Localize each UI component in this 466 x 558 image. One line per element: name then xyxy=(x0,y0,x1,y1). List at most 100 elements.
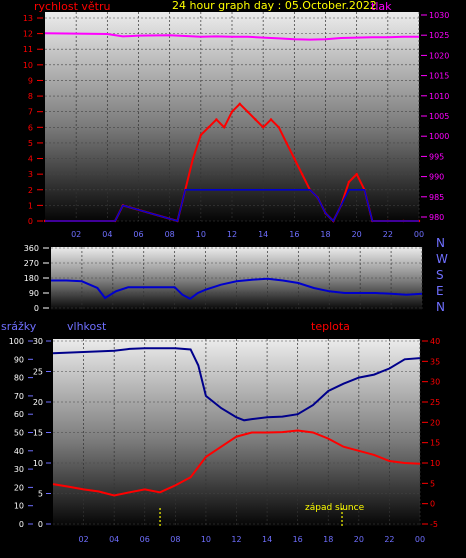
compass-label: N xyxy=(436,236,445,250)
wind-speed-point xyxy=(277,126,280,129)
wind-speed-point xyxy=(199,133,203,137)
bottom-x-tick-label: 20 xyxy=(354,535,364,544)
precip-y-tick-label: 80 xyxy=(14,374,24,383)
wind-y-tick-label: 0 xyxy=(28,217,33,226)
temperature-axis-label: teplota xyxy=(311,320,350,333)
top-x-tick-label: 04 xyxy=(102,230,112,239)
wind-speed-line xyxy=(45,102,419,223)
bottom-x-tick-label: 10 xyxy=(201,535,211,544)
bottom-x-tick-label: 02 xyxy=(78,535,88,544)
top-x-tick-label: 02 xyxy=(71,230,81,239)
pressure-y-tick-label: 1005 xyxy=(429,112,449,121)
pressure-y-tick-label: 985 xyxy=(429,193,444,202)
humidity-y-tick-label: 20 xyxy=(33,398,43,407)
bottom-x-tick-label: 18 xyxy=(323,535,333,544)
top-x-tick-label: 16 xyxy=(289,230,299,239)
top-x-tick-label: 20 xyxy=(352,230,362,239)
wind-y-tick-label: 5 xyxy=(28,139,33,148)
pressure-y-tick-label: 1015 xyxy=(429,72,449,81)
wind-y-tick-label: 3 xyxy=(28,170,33,179)
wind-y-tick-label: 2 xyxy=(28,186,33,195)
sunset-label: západ slunce xyxy=(305,503,365,513)
wind-speed-point xyxy=(215,118,218,121)
wind-speed-point xyxy=(246,110,249,113)
wind-y-tick-label: 12 xyxy=(23,30,33,39)
wind-y-tick-label: 9 xyxy=(28,76,33,85)
precip-y-tick-label: 0 xyxy=(19,520,24,529)
precip-y-tick-label: 30 xyxy=(14,465,24,474)
wind-y-tick-label: 7 xyxy=(28,108,33,117)
wind-speed-point xyxy=(191,157,195,160)
precip-y-tick-label: 10 xyxy=(14,502,24,511)
humidity-line xyxy=(52,347,421,422)
humidity-y-tick-label: 25 xyxy=(33,368,43,377)
humidity-y-tick-label: 30 xyxy=(33,337,43,346)
wind-speed-point xyxy=(261,126,265,129)
temperature-y-tick-label: 25 xyxy=(430,398,440,407)
temperature-y-tick-label: 15 xyxy=(430,439,440,448)
precip-axis-label: srážky xyxy=(1,320,37,333)
wind-y-tick-label: 6 xyxy=(28,123,33,132)
wind-y-tick-label: 11 xyxy=(23,45,33,54)
top-x-tick-label: 22 xyxy=(383,230,393,239)
precip-y-tick-label: 90 xyxy=(14,355,24,364)
precip-y-tick-label: 100 xyxy=(9,337,24,346)
direction-y-tick-label: 0 xyxy=(34,304,39,313)
top-x-tick-label: 06 xyxy=(133,230,143,239)
wind-average-line xyxy=(45,189,419,223)
pressure-y-tick-label: 1000 xyxy=(429,132,449,141)
wind-direction-line xyxy=(51,277,423,300)
pressure-y-tick-label: 1020 xyxy=(429,51,449,60)
direction-y-tick-label: 270 xyxy=(24,259,39,268)
temperature-y-tick-label: 20 xyxy=(430,418,440,427)
bottom-x-tick-label: 00 xyxy=(415,535,425,544)
precip-y-tick-label: 70 xyxy=(14,392,24,401)
wind-speed-point xyxy=(223,126,226,129)
temperature-y-tick-label: 5 xyxy=(430,479,435,488)
temperature-y-tick-label: 30 xyxy=(430,378,440,387)
bottom-x-tick-label: 14 xyxy=(262,535,272,544)
wind-speed-point xyxy=(254,118,257,121)
wind-y-tick-label: 8 xyxy=(28,92,33,101)
wind-y-tick-label: 13 xyxy=(23,14,33,23)
temperature-y-tick-label: -5 xyxy=(430,520,438,529)
precip-y-tick-label: 40 xyxy=(14,447,24,456)
wind-speed-point xyxy=(285,141,288,145)
temperature-y-tick-label: 10 xyxy=(430,459,440,468)
wind-y-tick-label: 4 xyxy=(28,155,33,164)
compass-label: N xyxy=(436,300,445,314)
humidity-y-tick-label: 10 xyxy=(33,459,43,468)
pressure-y-tick-label: 990 xyxy=(429,173,444,182)
pressure-y-tick-label: 1030 xyxy=(429,11,449,20)
bottom-x-tick-label: 04 xyxy=(109,535,119,544)
top-x-tick-label: 10 xyxy=(196,230,206,239)
compass-label: W xyxy=(436,252,448,266)
chart-title: 24 hour graph day : 05.October.2022 xyxy=(172,0,377,12)
humidity-y-tick-label: 0 xyxy=(38,520,43,529)
temperature-y-tick-label: 40 xyxy=(430,337,440,346)
wind-speed-point xyxy=(269,118,273,121)
precip-y-tick-label: 60 xyxy=(14,410,24,419)
bottom-x-tick-label: 08 xyxy=(170,535,180,544)
pressure-axis-label: tlak xyxy=(371,0,392,13)
bottom-x-tick-label: 12 xyxy=(231,535,241,544)
top-x-tick-label: 08 xyxy=(165,230,175,239)
pressure-y-tick-label: 1025 xyxy=(429,31,449,40)
wind-y-tick-label: 1 xyxy=(28,201,33,210)
wind-speed-point xyxy=(207,126,210,129)
pressure-y-tick-label: 995 xyxy=(429,152,444,161)
direction-y-tick-label: 90 xyxy=(29,289,39,298)
wind-speed-point xyxy=(230,110,234,113)
compass-label: S xyxy=(436,268,444,282)
bottom-x-tick-label: 06 xyxy=(140,535,150,544)
precip-y-tick-label: 20 xyxy=(14,483,24,492)
bottom-x-tick-label: 22 xyxy=(384,535,394,544)
compass-label: E xyxy=(436,284,444,298)
humidity-axis-label: vlhkost xyxy=(67,320,107,333)
wind-speed-point xyxy=(300,172,304,176)
humidity-y-tick-label: 15 xyxy=(33,429,43,438)
pressure-line xyxy=(44,32,419,41)
top-x-tick-label: 12 xyxy=(227,230,237,239)
